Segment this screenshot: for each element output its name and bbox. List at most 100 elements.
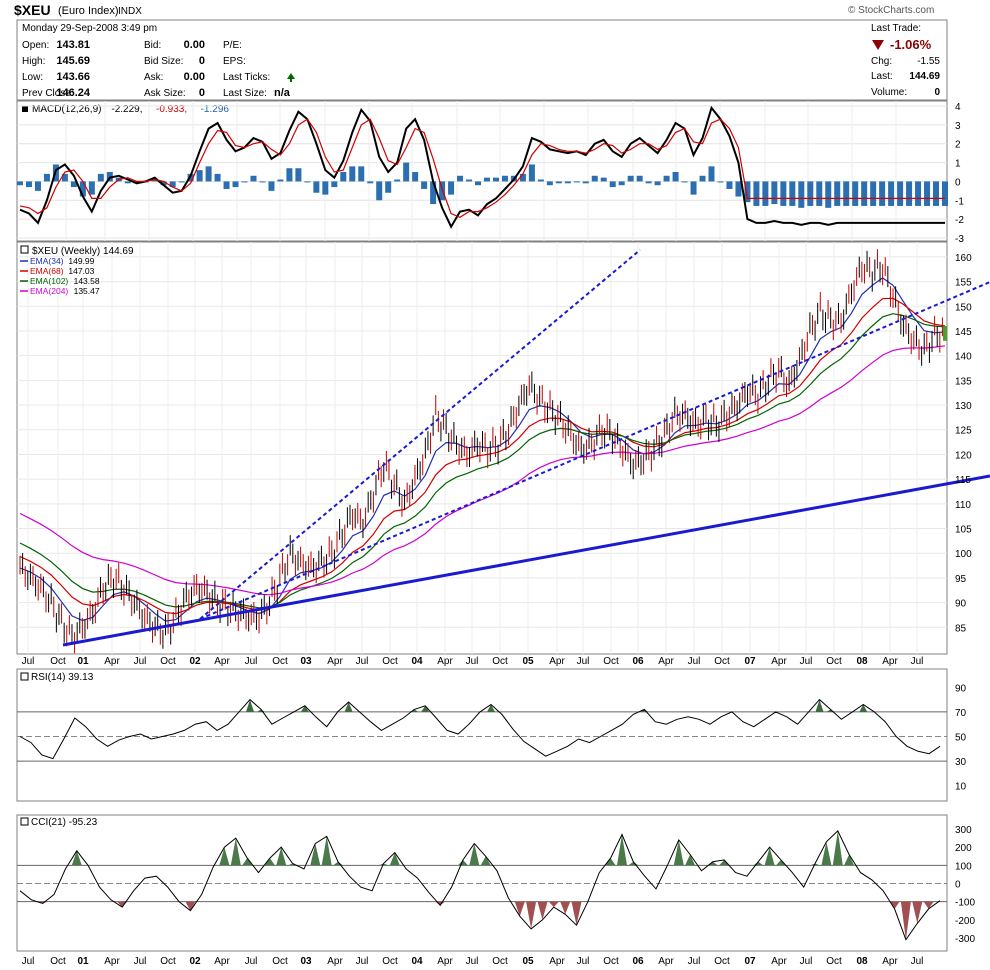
date-line: Monday 29-Sep-2008 3:49 pm: [22, 23, 157, 34]
last-trade-label: Last Trade:: [871, 23, 921, 34]
macd-histogram-bar: [672, 172, 679, 182]
macd-histogram-bar: [169, 181, 176, 188]
ema-legend-value: 135.47: [74, 286, 100, 296]
macd-histogram-bar: [439, 181, 446, 201]
volume-value: 0: [934, 87, 940, 98]
macd-histogram-bar: [304, 181, 311, 183]
price-title: $XEU (Weekly) 144.69: [32, 246, 134, 257]
macd-histogram-bar: [780, 181, 787, 206]
price-x-tick-label: Apr: [771, 656, 787, 667]
macd-histogram-bar: [403, 162, 410, 182]
cci-x-tick-label: Oct: [826, 956, 842, 967]
macd-histogram-bar: [861, 181, 868, 206]
price-x-tick-label: Apr: [549, 656, 565, 667]
price-x-tick-label: Jul: [911, 656, 924, 667]
macd-histogram-bar: [843, 181, 850, 206]
macd-histogram-bar: [897, 181, 904, 206]
price-tick-label: 140: [955, 352, 972, 363]
cci-tick-label: 300: [955, 825, 972, 836]
cci-x-tick-label: Oct: [272, 956, 288, 967]
macd-histogram-bar: [573, 181, 580, 183]
macd-histogram-bar: [214, 173, 221, 182]
macd-histogram-bar: [663, 175, 670, 182]
price-x-tick-label: Oct: [714, 656, 730, 667]
price-x-tick-label: Jul: [688, 656, 701, 667]
macd-histogram-bar: [591, 175, 598, 182]
macd-histogram-bar: [286, 168, 293, 182]
macd-histogram-bar: [654, 181, 661, 186]
macd-title-part: -1.296: [201, 104, 230, 115]
macd-histogram-bar: [735, 181, 742, 197]
macd-tick-label: -3: [955, 234, 964, 245]
header-box: [16, 19, 948, 101]
cci-tick-label: 100: [955, 861, 972, 872]
macd-histogram-bar: [825, 181, 832, 208]
price-x-tick-label: Oct: [272, 656, 288, 667]
macd-histogram-bar: [564, 181, 571, 184]
macd-histogram-bar: [349, 166, 356, 182]
macd-histogram-bar: [933, 181, 940, 206]
rsi-tick-label: 50: [955, 733, 967, 744]
cci-x-tick-label: Jul: [22, 956, 35, 967]
price-x-tick-label: Apr: [658, 656, 674, 667]
macd-histogram-bar: [636, 175, 643, 182]
macd-histogram-bar: [501, 175, 508, 182]
quote-field-value: 145.69: [56, 55, 90, 67]
cci-x-tick-label: 08: [856, 956, 868, 967]
macd-tick-label: 0: [955, 177, 961, 188]
quote-field-label: Bid:: [144, 40, 161, 51]
macd-y-axis: 4 3 2 1 0 -1 -2 -3: [955, 102, 964, 245]
macd-histogram-bar: [43, 173, 50, 182]
macd-histogram-bar: [519, 173, 526, 182]
price-x-tick-label: 02: [189, 656, 201, 667]
cci-x-tick-label: Apr: [658, 956, 674, 967]
macd-histogram-bar: [753, 181, 760, 206]
macd-histogram-bar: [744, 181, 751, 203]
price-tick-label: 145: [955, 327, 972, 338]
price-x-tick-label: Jul: [800, 656, 813, 667]
cci-x-tick-label: Apr: [771, 956, 787, 967]
quote-field-label: P/E:: [223, 40, 242, 51]
quote-field-label: Last Size:: [223, 88, 267, 99]
macd-histogram-bar: [277, 179, 284, 182]
cci-x-tick-label: Jul: [134, 956, 147, 967]
rsi-tick-label: 30: [955, 757, 967, 768]
macd-histogram-bar: [708, 166, 715, 182]
cci-x-tick-label: Oct: [382, 956, 398, 967]
price-x-tick-label: 04: [411, 656, 423, 667]
cci-tick-label: -200: [955, 916, 975, 927]
quote-field-label: Bid Size:: [144, 56, 183, 67]
rsi-tick-label: 90: [955, 683, 967, 694]
macd-histogram-bar: [690, 181, 697, 195]
macd-histogram-bar: [394, 179, 401, 182]
cci-x-tick-label: Oct: [50, 956, 66, 967]
macd-histogram-bar: [79, 181, 86, 197]
macd-histogram-bar: [699, 175, 706, 182]
macd-title-part: -0.933,: [156, 104, 187, 115]
macd-histogram-bar: [430, 181, 437, 205]
rsi-y-axis: 90 70 50 30 10: [955, 683, 967, 792]
rsi-legend-icon: [20, 672, 29, 681]
macd-histogram-bar: [726, 181, 733, 189]
price-x-tick-label: Oct: [50, 656, 66, 667]
macd-histogram-bar: [834, 181, 841, 206]
macd-tick-label: 3: [955, 121, 961, 132]
cci-x-tick-label: Jul: [800, 956, 813, 967]
cci-x-tick-label: Jul: [245, 956, 258, 967]
ema-legend-name: EMA(34): [30, 256, 64, 266]
quote-field-label: Ask:: [144, 72, 163, 83]
macd-histogram-bar: [789, 181, 796, 206]
cci-x-tick-label: 04: [411, 956, 423, 967]
price-x-tick-label: 05: [522, 656, 534, 667]
macd-histogram-bar: [457, 175, 464, 182]
brand-label: © StockCharts.com: [848, 5, 934, 16]
price-x-tick-label: Jul: [466, 656, 479, 667]
price-tick-label: 135: [955, 376, 972, 387]
cci-x-tick-label: Oct: [492, 956, 508, 967]
up-tick-arrow-icon: [287, 73, 295, 82]
cci-tick-label: 0: [955, 880, 961, 891]
macd-histogram-bar: [70, 181, 77, 188]
rsi-panel: RSI(14) 39.13 90 70 50 30 10: [16, 668, 967, 802]
